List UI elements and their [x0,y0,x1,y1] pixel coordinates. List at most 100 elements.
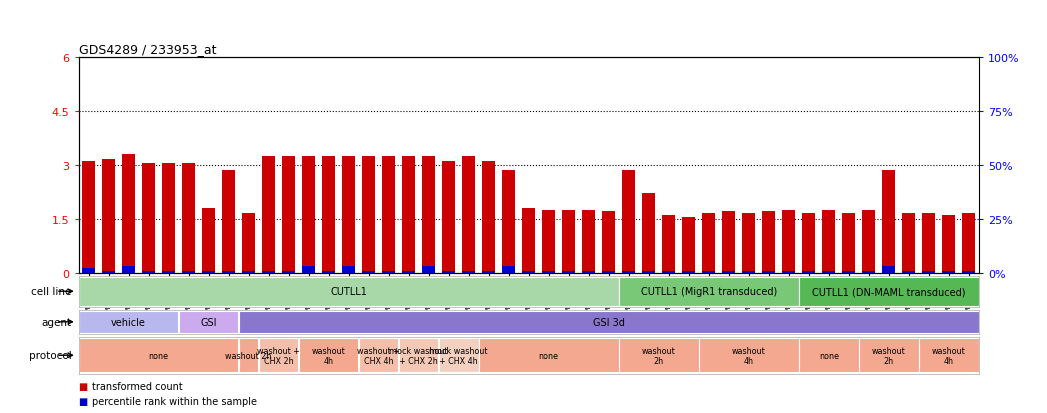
Bar [522,271,535,273]
Bar [799,277,979,306]
Bar [562,210,575,273]
Bar [79,311,178,333]
Bar [362,271,375,273]
Bar [162,164,175,273]
Text: vehicle: vehicle [111,317,146,327]
Bar [483,162,495,273]
Bar [602,271,616,273]
Bar [742,271,755,273]
Bar [382,157,395,273]
Bar [342,157,355,273]
Bar [699,338,799,372]
Bar [322,157,335,273]
Bar [582,210,596,273]
Text: washout
4h: washout 4h [312,346,346,365]
Bar [883,171,895,273]
Bar [642,194,655,273]
Text: none: none [149,351,169,360]
Bar [362,157,375,273]
Bar [303,266,315,273]
Bar [162,271,175,273]
Bar [82,162,95,273]
Bar [503,266,515,273]
Bar [642,271,655,273]
Bar [942,271,956,273]
Bar [903,214,915,273]
Bar [142,271,155,273]
Bar [259,338,298,372]
Bar [359,338,399,372]
Text: CUTLL1: CUTLL1 [330,287,367,297]
Bar [542,210,555,273]
Bar [262,157,275,273]
Bar [663,216,675,273]
Bar [919,338,979,372]
Bar [202,271,215,273]
Bar [82,268,95,273]
Bar [843,271,855,273]
Text: none: none [539,351,559,360]
Bar [239,311,979,333]
Bar [942,216,956,273]
Bar [683,217,695,273]
Bar [242,271,255,273]
Bar [442,162,455,273]
Text: washout
4h: washout 4h [932,346,965,365]
Bar [142,164,155,273]
Text: ■: ■ [79,381,88,391]
Bar [582,271,596,273]
Bar [478,338,619,372]
Bar [402,271,416,273]
Bar [703,271,715,273]
Bar [622,271,636,273]
Bar [863,210,875,273]
Bar [102,160,115,273]
Bar [442,271,455,273]
Bar [462,157,475,273]
Bar [883,266,895,273]
Bar [860,338,918,372]
Bar [382,271,395,273]
Text: CUTLL1 (MigR1 transduced): CUTLL1 (MigR1 transduced) [641,287,777,297]
Text: washout +
CHX 4h: washout + CHX 4h [357,346,400,365]
Bar [282,157,295,273]
Text: GSI: GSI [200,317,217,327]
Bar [863,271,875,273]
Bar [562,271,575,273]
Bar [622,171,636,273]
Bar [182,164,195,273]
Text: ■: ■ [79,396,88,406]
Bar [663,271,675,273]
Bar [462,271,475,273]
Bar [762,212,776,273]
Bar [722,271,735,273]
Bar [179,311,239,333]
Text: transformed count: transformed count [92,381,183,391]
Bar [79,277,619,306]
Bar [303,157,315,273]
Bar [239,338,259,372]
Bar [298,338,358,372]
Bar [722,212,735,273]
Text: CUTLL1 (DN-MAML transduced): CUTLL1 (DN-MAML transduced) [812,287,965,297]
Text: washout 2h: washout 2h [225,351,272,360]
Bar [222,271,236,273]
Bar [962,214,976,273]
Bar [262,271,275,273]
Text: GDS4289 / 233953_at: GDS4289 / 233953_at [79,43,216,56]
Bar [222,171,236,273]
Bar [782,271,796,273]
Bar [522,209,535,273]
Bar [503,171,515,273]
Bar [742,214,755,273]
Bar [922,214,935,273]
Text: washout
4h: washout 4h [732,346,765,365]
Bar [802,214,816,273]
Bar [342,266,355,273]
Bar [542,271,555,273]
Bar [182,271,195,273]
Text: none: none [819,351,839,360]
Bar [683,271,695,273]
Text: washout +
CHX 2h: washout + CHX 2h [258,346,300,365]
Bar [122,266,135,273]
